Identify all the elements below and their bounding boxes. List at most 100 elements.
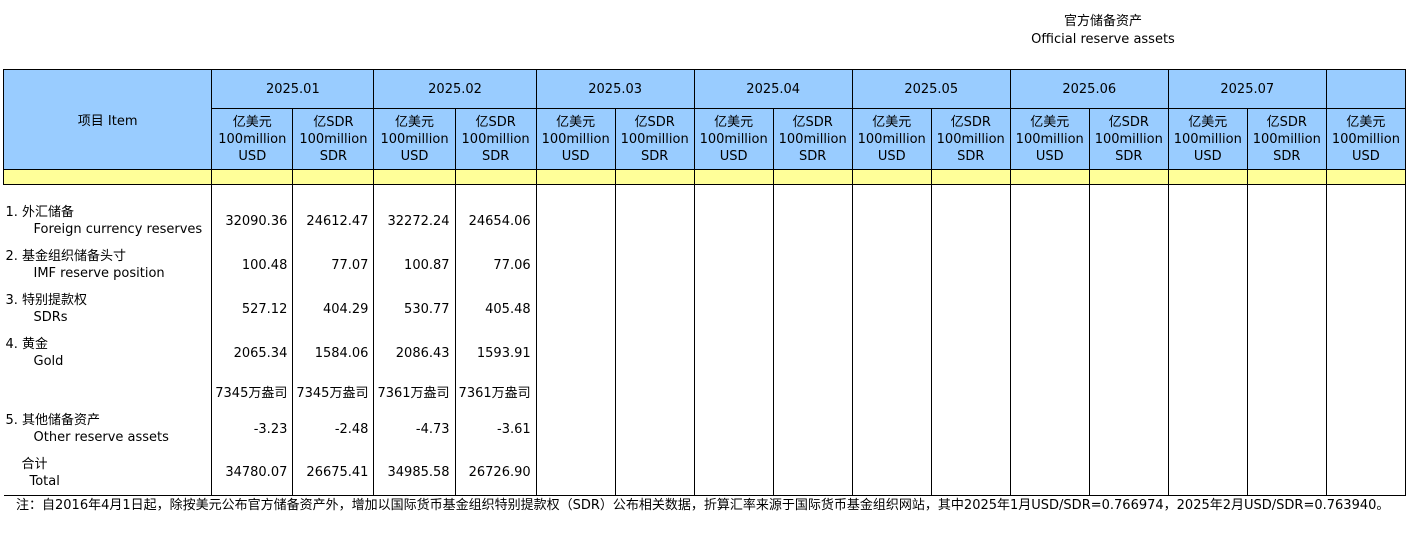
value-cell [1088,451,1169,496]
value-cell [772,287,853,331]
unit-label-line: 亿美元 [232,114,272,130]
unit-label-line: SDR [641,148,669,164]
unit-label-line: 100million [1331,131,1400,147]
unit-sdr-header: 亿SDR 100million SDR [772,108,853,170]
value-cell: 77.07 [292,243,375,287]
unit-label-line: USD [1035,148,1064,164]
unit-label-line: 100million [1015,131,1084,147]
month-header: 2025.06 [1009,69,1169,109]
value-cell: -3.61 [454,407,537,451]
value-cell [614,407,695,451]
row-item-label [3,375,213,407]
value-cell [693,451,774,496]
value-cell [535,199,616,243]
unit-sdr-header: 亿SDR 100million SDR [292,108,375,170]
unit-label-line: 亿美元 [1188,114,1228,130]
value-cell [614,331,695,375]
unit-usd-header: 亿美元 100million USD [851,108,932,170]
unit-label-line: 100million [936,131,1005,147]
row-item-en: SDRs [33,310,68,325]
row-item-label: 2. 基金组织储备头寸 IMF reserve position [3,243,213,287]
unit-usd-header: 亿美元 100million USD [1009,108,1090,170]
unit-label-line: 100million [1094,131,1163,147]
value-cell: -4.73 [373,407,456,451]
unit-sdr-header: 亿SDR 100million SDR [1088,108,1169,170]
highlight-cell [851,169,932,185]
value-cell [1167,287,1248,331]
value-cell [614,451,695,496]
table-row: 3. 特别提款权 SDRs 527.12 404.29 530.77 405.48 [3,287,1406,331]
spacer-cell [1325,184,1406,199]
value-cell [930,451,1011,496]
value-cell [693,199,774,243]
spacer-cell [693,184,774,199]
value-cell [1009,199,1090,243]
month-header-row: 项目 Item 2025.01 2025.02 2025.03 2025.04 … [2,69,1406,170]
unit-label-line: USD [1352,148,1380,164]
unit-label-line: 亿SDR [1266,114,1307,130]
unit-label-line: 100million [218,131,287,147]
unit-sdr-header: 亿SDR 100million SDR [614,108,695,170]
month-header [1325,69,1406,109]
value-cell [1088,375,1169,407]
unit-label-line: 亿美元 [714,114,754,130]
value-cell [930,407,1011,451]
month-header: 2025.04 [693,69,853,109]
unit-label-line: SDR [957,148,985,164]
value-cell: 1593.91 [454,331,537,375]
unit-label-line: SDR [319,148,348,164]
row-item-cn: 5. 其他储备资产 [5,413,101,428]
value-cell [1009,407,1090,451]
value-cell [772,407,853,451]
value-cell: 26675.41 [292,451,375,496]
row-item-cn: 4. 黄金 [5,337,49,352]
row-item-label: 1. 外汇储备 Foreign currency reserves [3,199,213,243]
unit-label-line: 100million [857,131,926,147]
spacer-cell [851,184,932,199]
value-cell [693,287,774,331]
row-item-label: 3. 特别提款权 SDRs [3,287,213,331]
highlight-cell [614,169,695,185]
value-cell: 2086.43 [373,331,456,375]
unit-label-line: 100million [461,131,530,147]
value-cell: 7345万盎司 [292,375,375,407]
value-cell [851,199,932,243]
unit-label-line: 100million [620,131,689,147]
value-cell [930,243,1011,287]
value-cell: -3.23 [211,407,294,451]
unit-usd-header: 亿美元 100million USD [1325,108,1406,170]
value-cell [1246,199,1327,243]
month-header: 2025.01 [211,69,375,109]
value-cell [772,243,853,287]
unit-label-line: USD [719,148,748,164]
value-cell [1246,375,1327,407]
highlight-cell [211,169,294,185]
value-cell: 527.12 [211,287,294,331]
spacer-cell [772,184,853,199]
table-row: 1. 外汇储备 Foreign currency reserves 32090.36… [3,199,1406,243]
row-item-cn: 1. 外汇储备 [5,205,75,220]
highlight-cell [772,169,853,185]
highlight-cell [693,169,774,185]
value-cell [1167,199,1248,243]
unit-label-line: 100million [699,131,768,147]
unit-label-line: 100million [1252,131,1321,147]
value-cell: 26726.90 [454,451,537,496]
row-item-cn: 合计 [21,456,48,472]
highlight-cell [1167,169,1248,185]
value-cell [930,287,1011,331]
value-cell [693,375,774,407]
value-cell [772,451,853,496]
value-cell [614,199,695,243]
value-cell [535,243,616,287]
value-cell: 404.29 [292,287,375,331]
spacer-row [3,184,1406,199]
unit-label-line: 亿SDR [950,114,991,130]
unit-label-line: 亿SDR [475,114,516,130]
value-cell [851,407,932,451]
value-cell [851,375,932,407]
value-cell [535,375,616,407]
highlight-cell [1009,169,1090,185]
value-cell [772,375,853,407]
